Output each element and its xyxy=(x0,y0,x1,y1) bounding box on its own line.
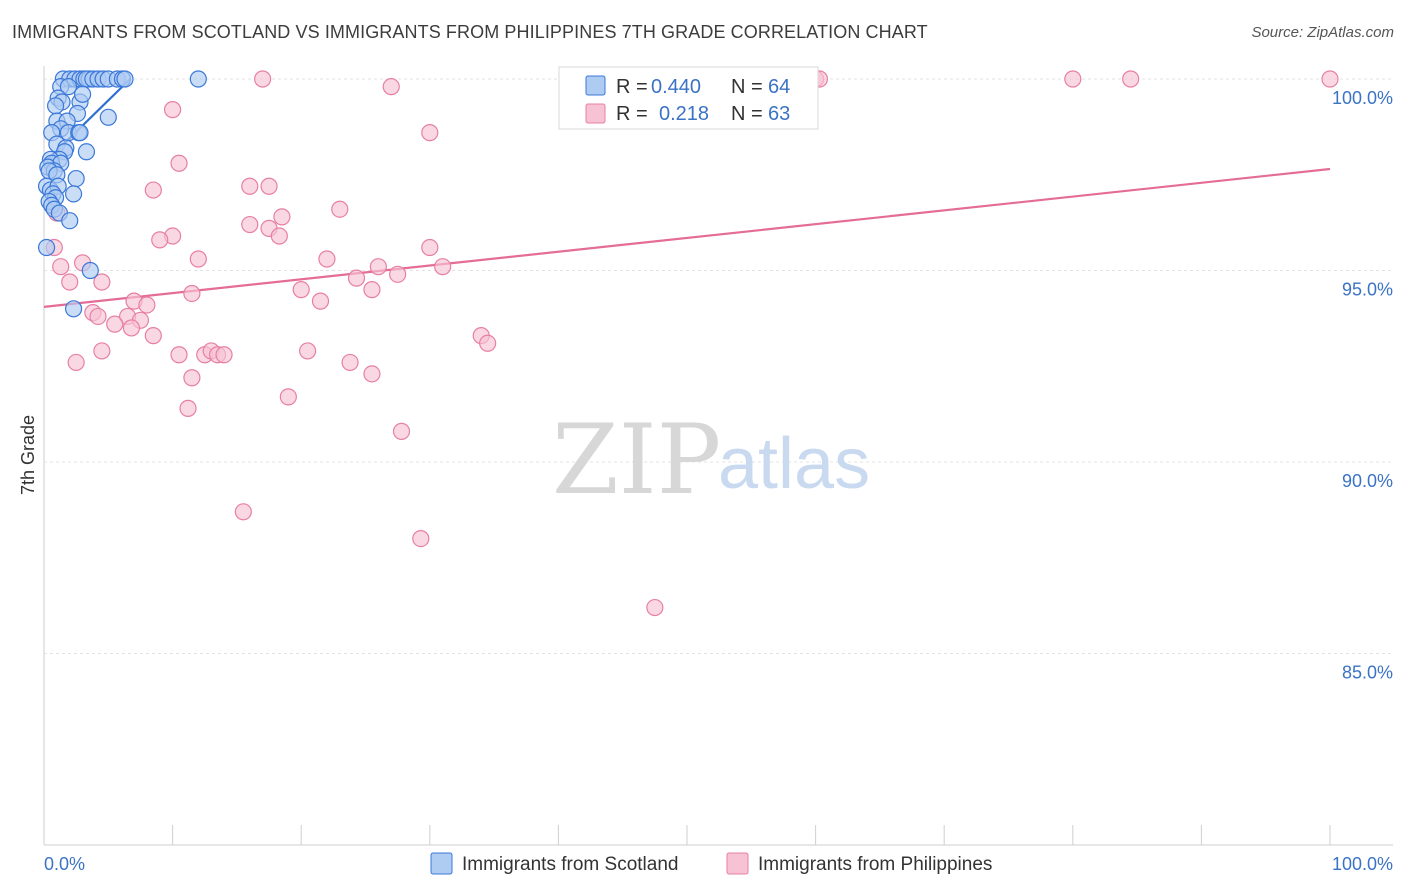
scotland-point xyxy=(64,300,83,318)
scotland-swatch xyxy=(585,75,606,96)
philippines-point xyxy=(434,258,452,276)
philippines-point xyxy=(369,258,387,276)
scotland-point xyxy=(59,78,78,96)
philippines-point xyxy=(347,269,366,287)
legend-scotland-label: Immigrants from Scotland xyxy=(462,854,678,875)
scotland-point xyxy=(81,261,99,280)
philippines-point xyxy=(341,353,359,372)
legend-r-value-1: 0.440 xyxy=(651,76,701,98)
scotland-point xyxy=(46,97,65,115)
chart-title: IMMIGRANTS FROM SCOTLAND VS IMMIGRANTS F… xyxy=(12,22,928,42)
legend-n-label-2: N = xyxy=(731,103,763,125)
philippines-point xyxy=(144,181,162,199)
watermark-atlas: atlas xyxy=(718,424,870,504)
y-tick-label: 95.0% xyxy=(1342,280,1393,300)
legend-r-label-1: R = xyxy=(616,76,648,98)
philippines-point xyxy=(292,281,310,299)
philippines-point xyxy=(421,238,439,257)
philippines-point xyxy=(170,346,188,364)
series-legend: Immigrants from Scotland Immigrants from… xyxy=(430,852,992,875)
scotland-point xyxy=(61,212,79,230)
grid-lines xyxy=(44,78,1393,654)
philippines-point xyxy=(122,319,141,337)
philippines-point xyxy=(299,342,317,360)
philippines-point xyxy=(1122,70,1140,88)
scotland-point xyxy=(73,85,92,103)
scotland-point xyxy=(37,238,56,257)
philippines-point xyxy=(93,342,111,360)
legend-philippines-swatch xyxy=(726,852,749,875)
x-tick-label: 0.0% xyxy=(44,854,85,874)
scotland-point xyxy=(71,124,89,142)
scotland-point xyxy=(116,70,134,88)
legend-r-label-2: R = xyxy=(616,103,648,125)
scotland-point xyxy=(99,108,117,126)
philippines-point xyxy=(363,365,381,383)
philippines-point xyxy=(189,250,207,268)
philippines-point xyxy=(61,273,79,291)
data-points xyxy=(37,70,1339,617)
philippines-point xyxy=(215,346,233,364)
philippines-point xyxy=(234,503,252,521)
stats-legend: R = 0.440 N = 64 R = 0.218 N = 63 xyxy=(558,66,819,130)
philippines-swatch xyxy=(585,103,606,124)
philippines-point xyxy=(389,265,407,283)
axes: 100.0% 95.0% 90.0% 85.0% 0.0% 100.0% xyxy=(43,66,1393,874)
philippines-point xyxy=(260,177,278,195)
y-axis-title: 7th Grade xyxy=(18,415,38,495)
scotland-point xyxy=(189,70,207,88)
philippines-point xyxy=(646,598,664,617)
philippines-point xyxy=(273,208,291,226)
scotland-point xyxy=(64,185,83,203)
philippines-trend-line xyxy=(43,167,1331,308)
philippines-point xyxy=(311,292,330,310)
watermark: ZIP atlas xyxy=(552,404,870,516)
source-credit: Source: ZipAtlas.com xyxy=(1251,24,1394,41)
philippines-point xyxy=(144,327,162,345)
philippines-point xyxy=(170,154,188,172)
x-tick-label: 100.0% xyxy=(1332,854,1393,874)
philippines-point xyxy=(183,369,201,387)
philippines-point xyxy=(479,334,497,352)
legend-n-value-2: 63 xyxy=(768,103,790,125)
philippines-point xyxy=(179,399,197,417)
philippines-point xyxy=(106,315,124,333)
legend-n-label-1: N = xyxy=(731,76,763,98)
philippines-point xyxy=(52,258,70,276)
philippines-point xyxy=(183,284,201,303)
y-tick-label: 90.0% xyxy=(1342,471,1393,491)
philippines-point xyxy=(164,101,182,119)
scotland-point xyxy=(67,169,85,188)
philippines-point xyxy=(421,124,439,142)
legend-r-value-2: 0.218 xyxy=(659,103,709,125)
philippines-point xyxy=(318,250,336,268)
scotland-point xyxy=(77,143,96,161)
legend-n-value-1: 64 xyxy=(768,76,790,98)
philippines-point xyxy=(89,307,107,326)
philippines-point xyxy=(241,177,259,195)
philippines-point xyxy=(93,273,111,291)
philippines-point xyxy=(270,227,288,245)
philippines-point xyxy=(138,296,156,314)
philippines-point xyxy=(279,388,297,406)
philippines-point xyxy=(363,281,381,299)
philippines-point xyxy=(331,200,349,218)
watermark-zip: ZIP xyxy=(552,404,721,516)
philippines-point xyxy=(67,353,85,372)
philippines-point xyxy=(412,529,430,548)
philippines-point xyxy=(1321,70,1339,88)
legend-scotland-swatch xyxy=(430,852,453,875)
philippines-point xyxy=(1064,70,1082,88)
y-tick-label: 85.0% xyxy=(1342,663,1393,683)
philippines-point xyxy=(241,215,259,234)
philippines-point xyxy=(392,422,411,440)
legend-philippines-label: Immigrants from Philippines xyxy=(758,854,992,875)
philippines-point xyxy=(382,78,400,96)
philippines-point xyxy=(254,70,272,88)
y-tick-label: 100.0% xyxy=(1332,88,1393,108)
philippines-point xyxy=(151,231,169,249)
